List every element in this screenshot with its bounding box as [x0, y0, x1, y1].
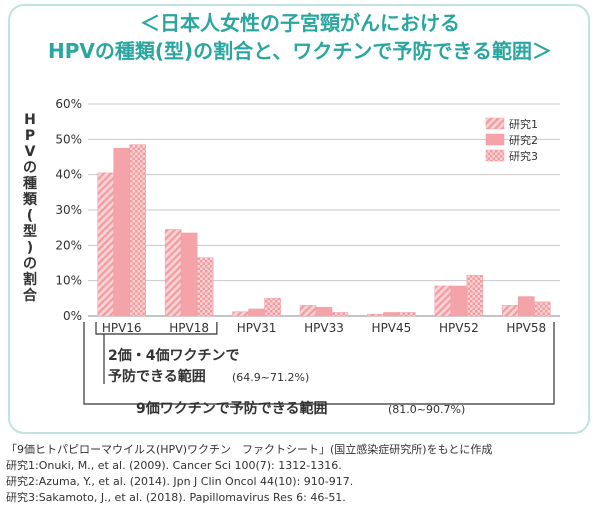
bar-hpv52-3 — [466, 275, 484, 317]
bar-hpv58-2 — [518, 296, 535, 317]
y-tick-label: 30% — [55, 203, 82, 217]
y-axis-label-char: P — [25, 128, 35, 144]
bar-hpv52-1 — [434, 285, 452, 317]
y-tick-label: 10% — [55, 274, 82, 288]
bar-hpv52-2 — [450, 285, 468, 317]
y-tick-label: 50% — [55, 132, 82, 146]
y-axis-label-char: 類 — [22, 192, 38, 208]
bar-hpv45-2 — [383, 312, 400, 317]
y-axis-label-char: の — [23, 256, 37, 272]
bracket2-text: 9価ワクチンで予防できる範囲 — [136, 400, 327, 417]
y-axis-label-char: H — [24, 112, 36, 128]
y-tick-label: 40% — [55, 168, 82, 182]
y-tick-label: 20% — [55, 238, 82, 252]
y-axis-label-char: の — [23, 160, 37, 176]
y-axis-label-char: 割 — [23, 271, 37, 288]
y-tick-label: 60% — [55, 97, 82, 111]
y-axis-label-char: V — [25, 144, 36, 160]
legend-label-3: 研究3 — [509, 149, 538, 163]
bar-hpv45-1 — [367, 313, 384, 317]
footnote-study3: 研究3:Sakamoto, J., et al. (2018). Papillo… — [6, 491, 346, 504]
y-axis-label-char: 型 — [23, 223, 37, 240]
x-tick-label: HPV16 — [102, 321, 142, 335]
bar-hpv16-3 — [129, 144, 146, 317]
x-tick-label: HPV45 — [372, 321, 412, 335]
footnote-source: 「9価ヒトパピローマウイルス(HPV)ワクチン ファクトシート」(国立感染症研究… — [6, 443, 493, 456]
bar-hpv58-1 — [502, 305, 519, 317]
bracket2-range: (81.0~90.7%) — [388, 403, 465, 416]
y-axis-label-char: ( — [27, 208, 33, 224]
chart-title-line1: ＜日本人女性の子宮頸がんにおける — [140, 11, 460, 35]
legend-label-2: 研究2 — [509, 133, 538, 147]
bar-hpv31-2 — [248, 308, 265, 317]
legend-swatch-3 — [485, 149, 505, 162]
bracket1-range: (64.9~71.2%) — [232, 371, 309, 384]
x-tick-label: HPV52 — [439, 321, 479, 335]
bar-hpv31-1 — [232, 311, 249, 317]
bar-hpv33-2 — [315, 306, 333, 317]
bar-hpv45-3 — [399, 312, 416, 317]
footnote-study2: 研究2:Azuma, Y., et al. (2014). Jpn J Clin… — [6, 475, 354, 488]
bracket1-text-line2: 予防できる範囲 — [108, 368, 206, 385]
bar-hpv58-3 — [534, 301, 551, 317]
y-axis-label-char: ) — [27, 240, 33, 256]
legend-swatch-2 — [485, 133, 505, 146]
bar-hpv33-1 — [299, 305, 317, 317]
chart-title-line2: HPVの種類(型)の割合と、ワクチンで予防できる範囲＞ — [48, 39, 552, 63]
bar-hpv18-2 — [180, 232, 198, 317]
y-tick-label: 0% — [63, 309, 82, 323]
bar-hpv31-3 — [264, 298, 281, 317]
bracket-9-valent — [83, 322, 555, 405]
y-axis-label-char: 種 — [23, 175, 37, 192]
legend-swatch-1 — [485, 117, 505, 130]
x-tick-label: HPV18 — [169, 321, 209, 335]
bracket-2-4-valent — [95, 322, 218, 335]
legend-label-1: 研究1 — [509, 117, 538, 131]
x-tick-label: HPV31 — [237, 321, 277, 335]
bar-hpv18-3 — [196, 257, 214, 317]
x-tick-label: HPV33 — [304, 321, 344, 335]
bar-hpv33-3 — [331, 312, 349, 317]
bar-hpv16-1 — [97, 172, 114, 317]
footnote-study1: 研究1:Onuki, M., et al. (2009). Cancer Sci… — [6, 459, 342, 472]
bracket1-text-line1: 2価・4価ワクチンで — [108, 347, 239, 364]
bar-hpv18-1 — [164, 229, 182, 317]
x-tick-label: HPV58 — [506, 321, 546, 335]
bar-hpv16-2 — [113, 147, 130, 317]
y-axis-label-char: 合 — [23, 287, 38, 304]
